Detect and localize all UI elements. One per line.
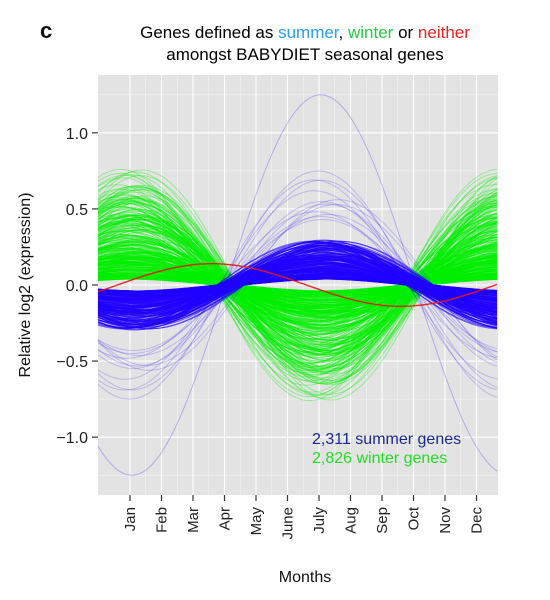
x-tick-label: June xyxy=(280,507,297,540)
winter-gene-line xyxy=(97,191,498,379)
summer-gene-line xyxy=(97,211,498,359)
title-winter-word: winter xyxy=(347,23,394,42)
chart-title-line2: amongst BABYDIET seasonal genes xyxy=(166,45,444,64)
x-tick-label: Oct xyxy=(406,506,423,530)
y-axis: 1.0 0.5 0.0 −0.5 −1.0 xyxy=(56,126,98,447)
winter-gene-line xyxy=(97,189,498,381)
summer-gene-line xyxy=(97,255,498,315)
winter-gene-line xyxy=(97,224,498,346)
x-tick-label: Nov xyxy=(437,507,454,534)
winter-gene-line xyxy=(97,268,498,302)
neither-gene-line xyxy=(97,263,498,307)
summer-gene-line xyxy=(97,190,498,380)
summer-gene-line xyxy=(97,199,498,371)
winter-count-annotation: 2,826 winter genes xyxy=(312,450,447,467)
winter-gene-line xyxy=(97,174,498,396)
x-tick-label: July xyxy=(311,507,328,534)
y-tick-label: −0.5 xyxy=(56,354,88,371)
summer-gene-line xyxy=(97,245,498,325)
summer-gene-line xyxy=(97,179,498,391)
summer-gene-line xyxy=(97,274,498,296)
chart-title-line1: Genes defined as summer, winter or neith… xyxy=(140,23,470,42)
summer-gene-line xyxy=(97,179,498,391)
winter-gene-line xyxy=(97,229,498,341)
summer-gene-line xyxy=(97,241,498,329)
winter-gene-line xyxy=(97,184,497,386)
x-tick-label: Apr xyxy=(217,507,234,530)
summer-count-annotation: 2,311 summer genes xyxy=(312,431,461,448)
winter-gene-line xyxy=(97,194,498,376)
panel-label: c xyxy=(40,18,52,43)
title-sep2: or xyxy=(393,23,418,42)
series-summer xyxy=(97,94,498,476)
x-axis-label: Months xyxy=(279,569,331,586)
winter-gene-line xyxy=(97,218,498,352)
summer-gene-line xyxy=(97,94,498,476)
title-sep1: , xyxy=(339,23,348,42)
winter-gene-line xyxy=(97,188,498,382)
y-tick-label: 0.0 xyxy=(66,278,88,295)
x-tick-label: Aug xyxy=(343,507,360,534)
summer-gene-line xyxy=(97,278,498,292)
x-tick-label: Mar xyxy=(185,507,202,533)
title-prefix: Genes defined as xyxy=(140,23,278,42)
series-neither xyxy=(97,263,498,307)
summer-gene-line xyxy=(97,257,498,313)
y-tick-label: 0.5 xyxy=(66,202,88,219)
winter-gene-line xyxy=(97,210,498,360)
winter-gene-line xyxy=(97,270,498,300)
grid xyxy=(98,75,498,495)
summer-gene-line xyxy=(97,170,498,400)
x-tick-label: Jan xyxy=(122,507,139,531)
winter-gene-line xyxy=(97,169,498,401)
title-summer-word: summer xyxy=(278,23,340,42)
winter-gene-line xyxy=(97,199,498,371)
x-tick-label: May xyxy=(248,507,265,536)
x-tick-label: Sep xyxy=(374,507,391,534)
y-tick-label: 1.0 xyxy=(66,126,88,143)
winter-gene-line xyxy=(97,275,498,295)
winter-gene-line xyxy=(97,237,497,333)
x-tick-label: Feb xyxy=(154,507,171,533)
winter-gene-line xyxy=(97,219,498,351)
winter-gene-line xyxy=(97,174,498,396)
x-axis: Jan Feb Mar Apr May June July Aug Sep Oct Nov Dec xyxy=(122,495,486,540)
summer-gene-line xyxy=(97,264,498,306)
winter-gene-line xyxy=(97,186,498,384)
x-tick-label: Dec xyxy=(469,507,486,534)
title-neither-word: neither xyxy=(418,23,470,42)
winter-gene-line xyxy=(97,172,498,398)
y-tick-label: −1.0 xyxy=(56,430,88,447)
summer-gene-line xyxy=(97,259,498,311)
y-axis-label: Relative log2 (expression) xyxy=(17,193,34,378)
winter-gene-line xyxy=(97,203,498,367)
winter-gene-line xyxy=(97,195,498,375)
winter-gene-line xyxy=(97,177,498,393)
